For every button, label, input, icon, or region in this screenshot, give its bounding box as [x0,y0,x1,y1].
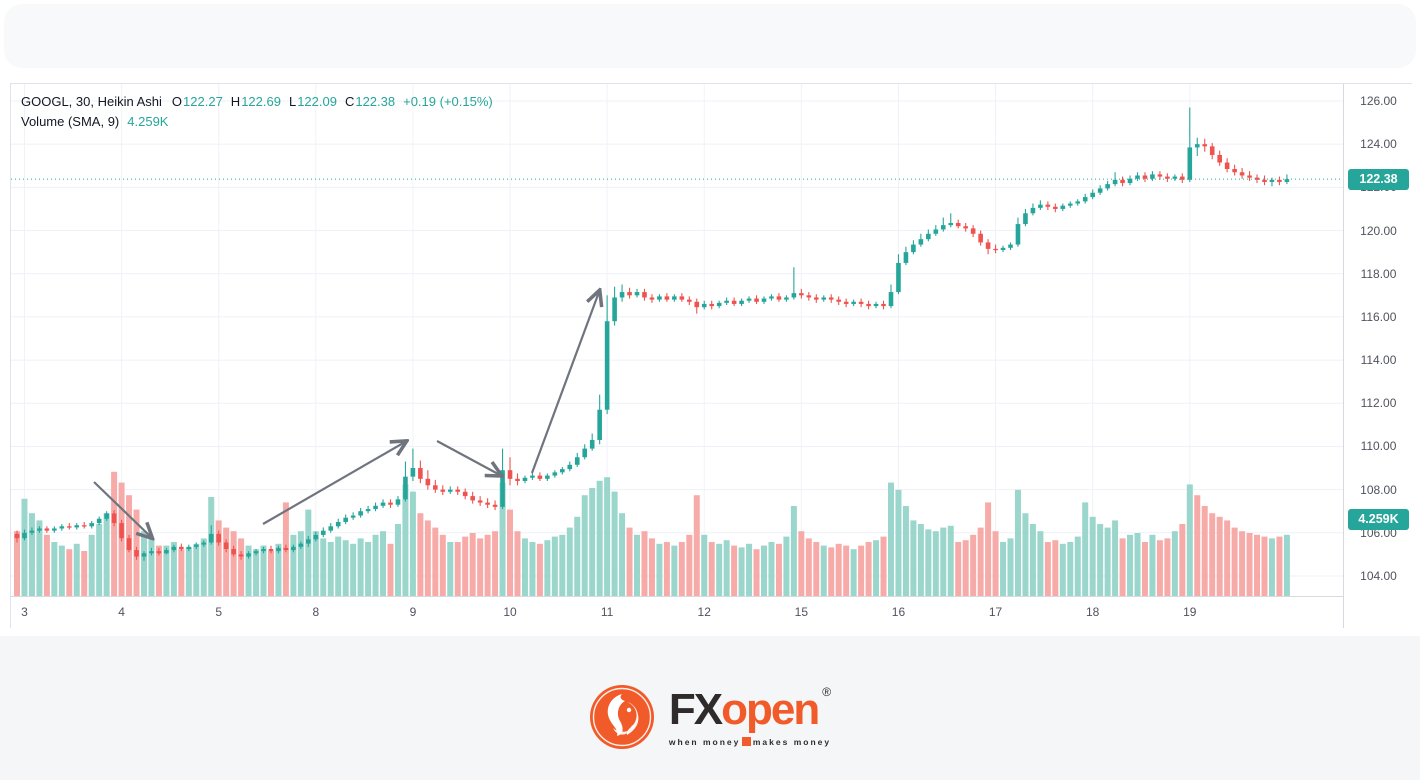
chart-widget: GOOGL, 30, Heikin Ashi O 122.27 H 122.69 L 122… [10,83,1412,628]
fxopen-emblem-icon [589,685,654,749]
tagline-right: makes money [752,736,832,747]
legend-volume-row: Volume (SMA, 9) 4.259K [21,112,493,132]
legend-part: Volume (SMA, 9) [21,114,120,129]
price-tick-label: 116.00 [1360,309,1397,324]
time-axis-label: 16 [891,605,906,619]
header-panel [4,4,1416,68]
chart-legend: GOOGL, 30, Heikin Ashi O 122.27 H 122.69 L 122… [21,92,493,132]
registered-mark: ® [822,684,832,699]
time-axis-label: 8 [312,605,320,619]
time-axis-label: 19 [1183,605,1197,619]
candles [14,107,1290,561]
price-tick-label: 118.00 [1360,266,1397,281]
legend-part: H [230,94,241,109]
time-axis-label: 11 [600,605,614,619]
fxopen-logo: FX open ® when money makes money [0,684,1420,750]
legend-part: O [171,94,183,109]
price-tick-label: 120.00 [1360,223,1397,238]
tagline-left: when money [668,736,741,747]
legend-part: 122.27 [183,94,223,109]
footer-panel [0,636,1420,780]
brand-tagline: when money makes money [669,737,831,747]
legend-part: L [288,94,297,109]
volume-bars [14,471,1290,596]
legend-part: C [344,94,355,109]
time-axis-label: 5 [215,605,223,619]
time-axis-label: 3 [21,605,28,619]
time-axis-label: 10 [503,605,517,619]
tagline-square-icon [742,737,752,746]
price-tick-label: 124.00 [1360,137,1397,152]
price-tick-label: 108.00 [1360,482,1397,497]
legend-part: 122.69 [241,94,281,109]
time-axis-label: 9 [409,605,417,619]
price-tick-label: 112.00 [1360,396,1397,411]
brand-open-text: open [721,684,820,734]
time-axis-label: 12 [697,605,711,619]
last-price-badge: 122.38 [1348,168,1409,190]
legend-symbol-row: GOOGL, 30, Heikin Ashi O 122.27 H 122.69 L 122… [21,92,493,112]
volume-sma-badge: 4.259K [1348,508,1409,530]
price-tick-label: 110.00 [1360,439,1397,454]
legend-part: +0.19 (+0.15%) [403,94,493,109]
time-axis-label: 18 [1085,605,1100,619]
legend-part: 4.259K [127,114,169,129]
legend-part: 122.09 [297,94,337,109]
price-tick-label: 104.00 [1360,568,1397,583]
brand-fx-text: FX [668,684,723,734]
legend-part: GOOGL, 30, Heikin Ashi [21,94,162,109]
price-chart-pane[interactable]: GOOGL, 30, Heikin Ashi O 122.27 H 122.69 L 122… [11,84,1343,596]
time-axis-label: 15 [794,605,809,619]
legend-part: 122.38 [355,94,396,109]
price-axis[interactable]: 122.38 4.259K 126.00124.00122.00120.0011… [1343,84,1412,628]
time-axis-label: 17 [988,605,1003,619]
price-tick-label: 126.00 [1360,94,1397,108]
trend-arrows [93,292,599,537]
fxopen-wordmark: FX open ® when money makes money [668,684,832,747]
chart-canvas[interactable] [11,84,1343,596]
time-axis[interactable]: 3 4 5 8 9 10 11 12 15 16 17 18 19 [11,596,1343,628]
time-axis-label: 4 [118,605,125,619]
price-tick-label: 114.00 [1360,353,1397,368]
